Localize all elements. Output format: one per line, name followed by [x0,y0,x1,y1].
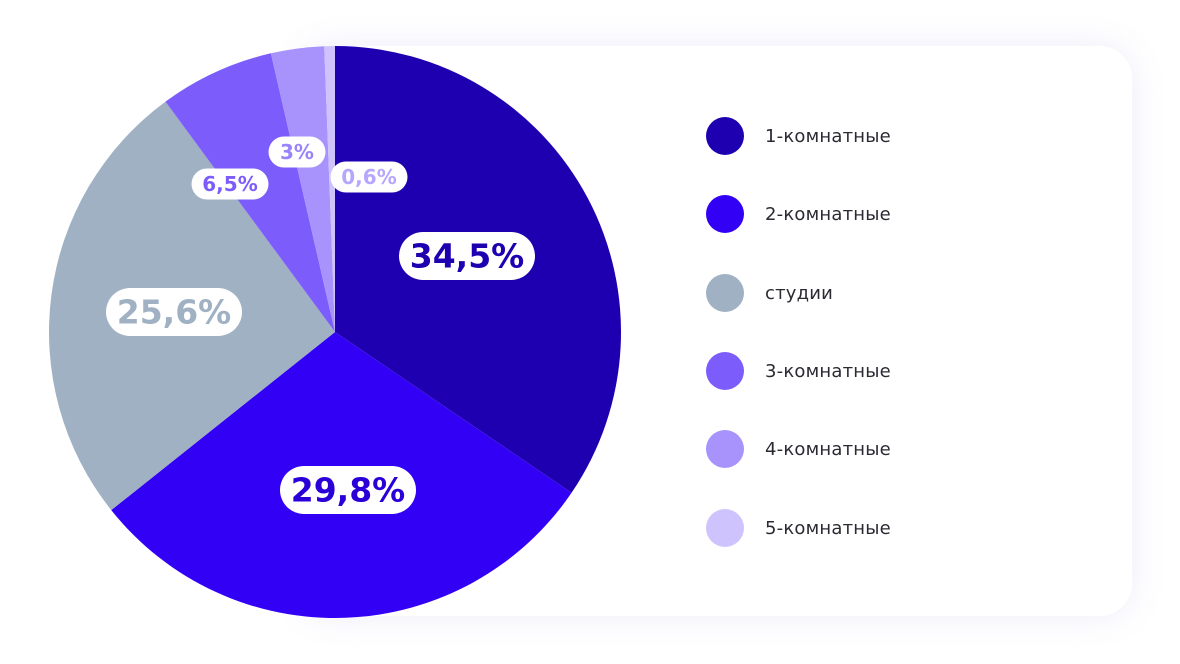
data-label-text: 34,5% [410,237,525,276]
legend-label: 1-комнатные [765,125,891,147]
data-label-2room: 29,8% [280,466,416,514]
legend-label: 3-комнатные [765,360,891,382]
legend-item-3room: 3-комнатные [706,351,1006,391]
data-label-pill [399,232,535,280]
legend-item-5room: 5-комнатные [706,508,1006,548]
legend-item-studio: студии [706,273,1006,313]
legend-item-4room: 4-комнатные [706,429,1006,469]
data-label-5room: 0,6% [330,161,408,193]
legend-swatch [706,117,744,155]
data-label-text: 0,6% [341,165,396,189]
data-label-studio: 25,6% [106,288,242,336]
data-label-pill [191,168,269,200]
data-label-pill [280,466,416,514]
data-label-pill [330,161,408,193]
legend-label: 4-комнатные [765,438,891,460]
data-label-text: 3% [280,140,314,164]
data-label-text: 25,6% [117,293,232,332]
data-label-text: 29,8% [291,471,406,510]
legend-label: 2-комнатные [765,203,891,225]
data-label-text: 6,5% [202,172,257,196]
legend-swatch [706,509,744,547]
legend-label: 5-комнатные [765,517,891,539]
pie-slice-5room [324,45,335,332]
legend-swatch [706,195,744,233]
pie-slice-4room [270,46,335,332]
data-label-3room: 6,5% [191,168,269,200]
legend-swatch [706,430,744,468]
legend-item-2room: 2-комнатные [706,194,1006,234]
data-label-pill [106,288,242,336]
data-label-1room: 34,5% [399,232,535,280]
data-label-pill [268,136,326,168]
legend-swatch [706,274,744,312]
legend-item-1room: 1-комнатные [706,116,1006,156]
pie-data-labels: 34,5% 29,8% 25,6% 6,5% 3% 0,6% [106,136,535,514]
data-label-4room: 3% [268,136,326,168]
legend-label: студии [765,282,834,304]
legend-swatch [706,352,744,390]
